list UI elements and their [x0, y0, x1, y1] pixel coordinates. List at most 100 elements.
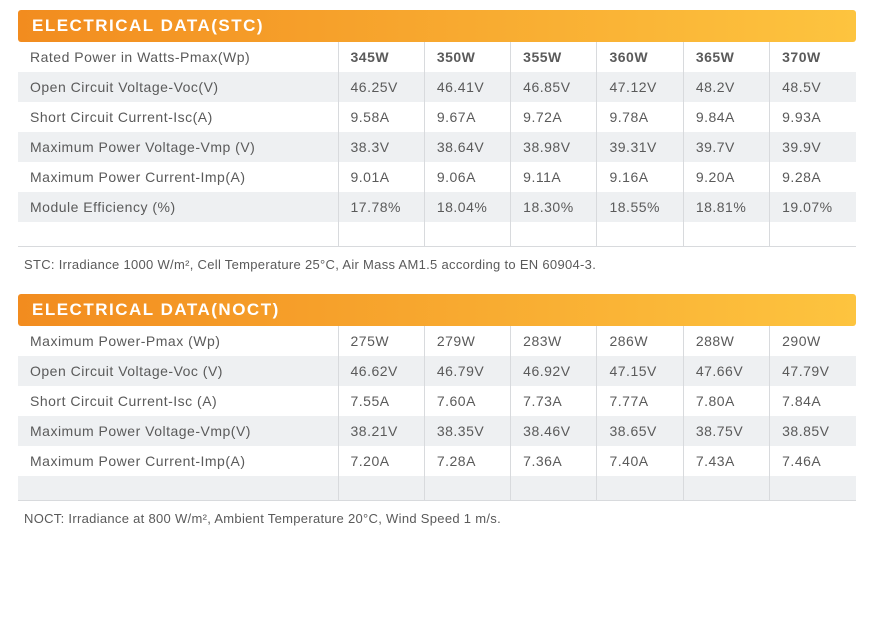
row-value: 39.7V [683, 132, 769, 162]
noct-section: ELECTRICAL DATA(NOCT) Maximum Power-Pmax… [18, 294, 856, 530]
row-value: 350W [424, 42, 510, 72]
row-value: 38.75V [683, 416, 769, 446]
row-value: 46.62V [338, 356, 424, 386]
row-label: Maximum Power Current-Imp(A) [18, 162, 338, 192]
row-value: 275W [338, 326, 424, 356]
table-row: Open Circuit Voltage-Voc(V)46.25V46.41V4… [18, 72, 856, 102]
row-value: 38.64V [424, 132, 510, 162]
row-value: 18.81% [683, 192, 769, 222]
row-value: 7.20A [338, 446, 424, 476]
noct-table: Maximum Power-Pmax (Wp)275W279W283W286W2… [18, 326, 856, 500]
row-value: 46.79V [424, 356, 510, 386]
row-value: 365W [683, 42, 769, 72]
row-value: 7.28A [424, 446, 510, 476]
row-value: 46.85V [511, 72, 597, 102]
row-value: 288W [683, 326, 769, 356]
table-row: Module Efficiency (%)17.78%18.04%18.30%1… [18, 192, 856, 222]
row-value: 7.46A [770, 446, 856, 476]
row-value: 9.72A [511, 102, 597, 132]
stc-table: Rated Power in Watts-Pmax(Wp)345W350W355… [18, 42, 856, 246]
stc-section: ELECTRICAL DATA(STC) Rated Power in Watt… [18, 10, 856, 276]
table-row: Maximum Power Voltage-Vmp(V)38.21V38.35V… [18, 416, 856, 446]
table-row: Short Circuit Current-Isc(A)9.58A9.67A9.… [18, 102, 856, 132]
row-value: 47.79V [770, 356, 856, 386]
row-value: 7.73A [511, 386, 597, 416]
noct-title: ELECTRICAL DATA(NOCT) [32, 300, 280, 319]
row-value: 9.01A [338, 162, 424, 192]
stc-title: ELECTRICAL DATA(STC) [32, 16, 264, 35]
row-value: 9.78A [597, 102, 683, 132]
table-row: Maximum Power-Pmax (Wp)275W279W283W286W2… [18, 326, 856, 356]
row-value: 18.04% [424, 192, 510, 222]
row-value: 355W [511, 42, 597, 72]
row-value: 47.12V [597, 72, 683, 102]
row-value: 38.21V [338, 416, 424, 446]
row-value: 38.65V [597, 416, 683, 446]
row-value: 38.98V [511, 132, 597, 162]
table-row: Open Circuit Voltage-Voc (V)46.62V46.79V… [18, 356, 856, 386]
row-value: 7.60A [424, 386, 510, 416]
row-value: 48.5V [770, 72, 856, 102]
row-value: 345W [338, 42, 424, 72]
table-row: Rated Power in Watts-Pmax(Wp)345W350W355… [18, 42, 856, 72]
row-value: 283W [511, 326, 597, 356]
row-value: 19.07% [770, 192, 856, 222]
row-label: Maximum Power Current-Imp(A) [18, 446, 338, 476]
row-label: Module Efficiency (%) [18, 192, 338, 222]
row-value: 7.80A [683, 386, 769, 416]
row-value: 9.58A [338, 102, 424, 132]
row-value: 38.35V [424, 416, 510, 446]
table-spacer [18, 476, 856, 500]
row-value: 370W [770, 42, 856, 72]
row-value: 7.84A [770, 386, 856, 416]
row-label: Maximum Power Voltage-Vmp(V) [18, 416, 338, 446]
row-value: 9.06A [424, 162, 510, 192]
row-value: 46.92V [511, 356, 597, 386]
row-value: 9.93A [770, 102, 856, 132]
row-value: 46.25V [338, 72, 424, 102]
row-value: 279W [424, 326, 510, 356]
row-label: Maximum Power-Pmax (Wp) [18, 326, 338, 356]
row-value: 38.85V [770, 416, 856, 446]
row-value: 360W [597, 42, 683, 72]
row-label: Rated Power in Watts-Pmax(Wp) [18, 42, 338, 72]
row-value: 9.67A [424, 102, 510, 132]
row-value: 290W [770, 326, 856, 356]
row-label: Short Circuit Current-Isc(A) [18, 102, 338, 132]
table-row: Maximum Power Current-Imp(A)7.20A7.28A7.… [18, 446, 856, 476]
table-row: Short Circuit Current-Isc (A)7.55A7.60A7… [18, 386, 856, 416]
row-value: 7.36A [511, 446, 597, 476]
row-value: 7.77A [597, 386, 683, 416]
noct-note: NOCT: Irradiance at 800 W/m², Ambient Te… [18, 501, 856, 530]
row-value: 38.3V [338, 132, 424, 162]
row-value: 7.55A [338, 386, 424, 416]
noct-header: ELECTRICAL DATA(NOCT) [18, 294, 856, 326]
row-value: 7.43A [683, 446, 769, 476]
row-value: 48.2V [683, 72, 769, 102]
row-value: 46.41V [424, 72, 510, 102]
row-label: Open Circuit Voltage-Voc (V) [18, 356, 338, 386]
table-row: Maximum Power Voltage-Vmp (V)38.3V38.64V… [18, 132, 856, 162]
row-label: Maximum Power Voltage-Vmp (V) [18, 132, 338, 162]
row-value: 9.11A [511, 162, 597, 192]
row-value: 39.9V [770, 132, 856, 162]
table-spacer [18, 222, 856, 246]
row-value: 18.30% [511, 192, 597, 222]
row-label: Open Circuit Voltage-Voc(V) [18, 72, 338, 102]
row-value: 18.55% [597, 192, 683, 222]
row-value: 286W [597, 326, 683, 356]
stc-header: ELECTRICAL DATA(STC) [18, 10, 856, 42]
row-value: 17.78% [338, 192, 424, 222]
row-value: 47.66V [683, 356, 769, 386]
table-row: Maximum Power Current-Imp(A)9.01A9.06A9.… [18, 162, 856, 192]
row-value: 7.40A [597, 446, 683, 476]
row-value: 9.84A [683, 102, 769, 132]
row-value: 38.46V [511, 416, 597, 446]
row-value: 9.28A [770, 162, 856, 192]
row-value: 9.16A [597, 162, 683, 192]
row-value: 9.20A [683, 162, 769, 192]
stc-note: STC: Irradiance 1000 W/m², Cell Temperat… [18, 247, 856, 276]
row-value: 47.15V [597, 356, 683, 386]
row-label: Short Circuit Current-Isc (A) [18, 386, 338, 416]
row-value: 39.31V [597, 132, 683, 162]
